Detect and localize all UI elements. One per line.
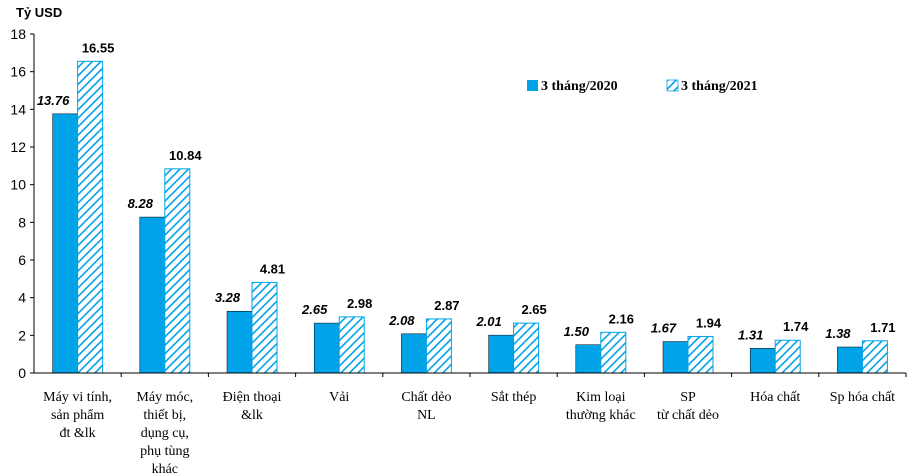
bar-2020 — [226, 310, 253, 374]
category-label: Máy móc, — [136, 390, 193, 405]
legend-label-2020: 3 tháng/2020 — [541, 79, 618, 94]
category-label: Máy vi tính, — [43, 390, 112, 405]
value-label-2020: 8.28 — [128, 196, 154, 211]
bar-2020 — [401, 333, 427, 374]
bar-2021 — [164, 168, 191, 374]
value-label-2021: 1.74 — [783, 319, 809, 334]
value-label-2020: 3.28 — [215, 290, 241, 305]
category-label: SP — [680, 390, 696, 405]
y-tick-label: 10 — [10, 177, 26, 193]
category-label: NL — [417, 408, 436, 423]
legend-swatch-2021 — [666, 79, 679, 92]
value-label-2021: 2.87 — [434, 298, 459, 313]
bar-2021 — [861, 340, 888, 374]
bar-2020 — [749, 348, 776, 374]
bar-2021 — [425, 318, 452, 374]
value-label-2021: 1.94 — [696, 315, 722, 330]
bar-2020 — [139, 216, 166, 374]
category-label: &lk — [241, 408, 263, 423]
y-tick-label: 12 — [10, 139, 26, 155]
value-label-2020: 1.50 — [564, 324, 590, 339]
category-label: sản phẩm — [51, 408, 104, 423]
category-label: thiết bị, — [143, 408, 186, 423]
category-label: thường khác — [566, 408, 636, 423]
category-label: Chất dẻo — [401, 390, 451, 405]
bar-2021 — [77, 60, 104, 374]
bar-2021 — [513, 322, 540, 374]
value-labels-group: 13.76 16.55 8.28 10.84 3.28 4.81 2.65 2.98 2.08 2… — [37, 40, 896, 342]
category-label: đt &lk — [60, 426, 96, 441]
bar-2020 — [575, 344, 602, 374]
category-label: Kim loại — [576, 390, 625, 405]
bar-2020 — [837, 346, 863, 374]
value-label-2021: 10.84 — [169, 148, 202, 163]
category-label: Sp hóa chất — [830, 390, 895, 405]
category-label: Vải — [329, 390, 349, 405]
value-label-2021: 2.65 — [521, 302, 546, 317]
value-label-2020: 13.76 — [37, 93, 70, 108]
category-label: phụ tùng — [140, 444, 189, 459]
value-label-2021: 2.16 — [609, 311, 634, 326]
bar-2021 — [251, 281, 278, 374]
y-tick-label: 18 — [10, 26, 26, 42]
y-tick-label: 0 — [18, 365, 26, 381]
value-label-2020: 2.65 — [301, 302, 328, 317]
bar-2020 — [662, 341, 689, 374]
bar-2020 — [488, 334, 514, 374]
bars-group — [52, 60, 907, 377]
value-label-2021: 16.55 — [82, 40, 115, 55]
legend: 3 tháng/2020 3 tháng/2021 — [527, 79, 758, 94]
y-tick-label: 4 — [18, 290, 26, 306]
legend-swatch-2020 — [527, 80, 538, 91]
y-axis-ticks: 0 2 4 6 8 10 12 14 16 18 — [10, 26, 34, 381]
category-labels-group: Máy vi tính, sản phẩm đt &lk Máy móc, thiết … — [43, 390, 895, 476]
category-label: khác — [152, 462, 178, 476]
value-label-2021: 2.98 — [347, 296, 372, 311]
value-label-2020: 1.67 — [651, 321, 677, 336]
y-tick-label: 14 — [10, 101, 26, 117]
category-label: dụng cụ, — [141, 426, 189, 441]
value-label-2021: 4.81 — [260, 261, 285, 276]
bar-2021 — [338, 316, 365, 374]
value-label-2020: 2.08 — [388, 313, 415, 328]
legend-label-2021: 3 tháng/2021 — [681, 79, 758, 94]
y-tick-label: 16 — [10, 64, 26, 80]
y-axis-unit-label: Tỷ USD — [16, 5, 62, 20]
bar-2020 — [313, 322, 340, 374]
value-label-2020: 2.01 — [475, 314, 501, 329]
category-label: Điện thoại — [223, 390, 282, 405]
value-label-2021: 1.71 — [870, 320, 895, 335]
y-tick-label: 8 — [18, 214, 26, 230]
bar-2021 — [687, 335, 714, 374]
y-tick-label: 2 — [18, 327, 26, 343]
bar-2021 — [600, 331, 627, 374]
category-label: từ chất dẻo — [657, 408, 719, 423]
category-label: Sắt thép — [491, 390, 537, 405]
category-label: Hóa chất — [750, 390, 800, 405]
value-label-2020: 1.38 — [825, 326, 851, 341]
bar-2020 — [52, 113, 78, 374]
y-tick-label: 6 — [18, 252, 26, 268]
value-label-2020: 1.31 — [738, 327, 763, 342]
bar-2021 — [774, 339, 801, 374]
